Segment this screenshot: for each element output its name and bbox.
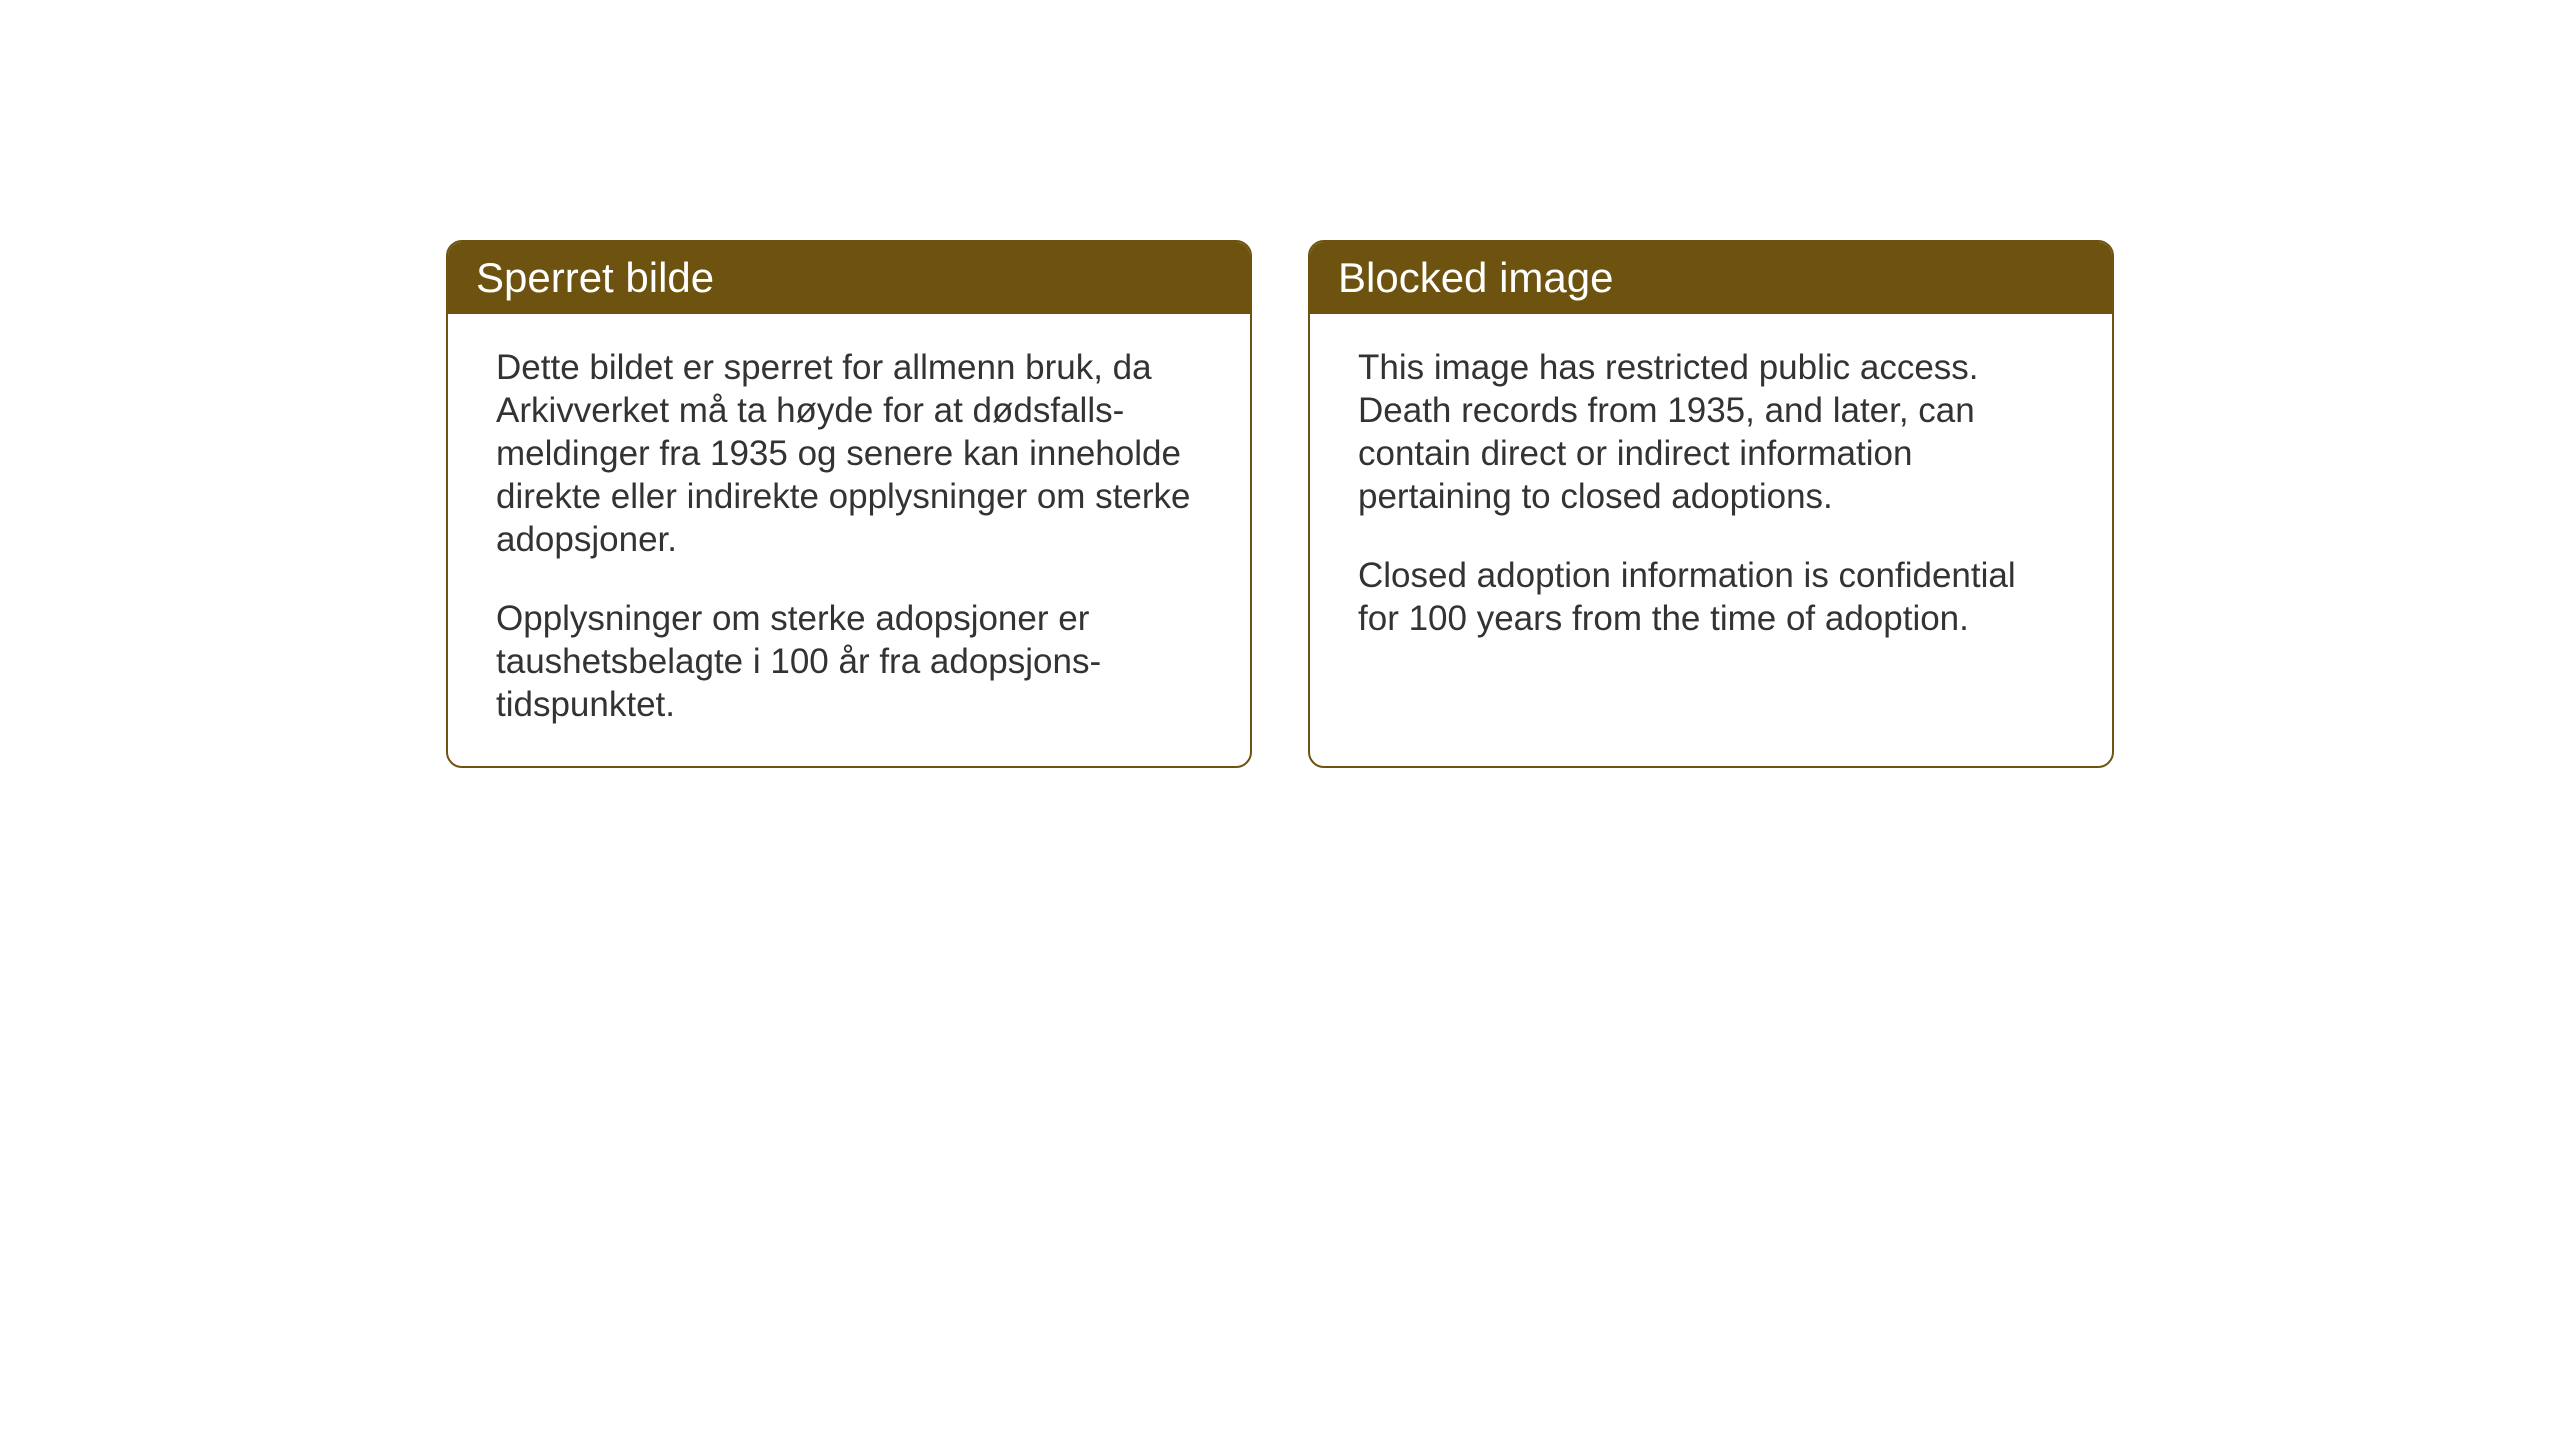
card-english: Blocked image This image has restricted … — [1308, 240, 2114, 768]
card-paragraph-2-norwegian: Opplysninger om sterke adopsjoner er tau… — [496, 597, 1202, 726]
card-norwegian: Sperret bilde Dette bildet er sperret fo… — [446, 240, 1252, 768]
card-body-norwegian: Dette bildet er sperret for allmenn bruk… — [448, 314, 1250, 766]
card-header-english: Blocked image — [1310, 242, 2112, 314]
cards-container: Sperret bilde Dette bildet er sperret fo… — [446, 240, 2114, 768]
card-header-norwegian: Sperret bilde — [448, 242, 1250, 314]
card-body-english: This image has restricted public access.… — [1310, 314, 2112, 680]
card-paragraph-1-norwegian: Dette bildet er sperret for allmenn bruk… — [496, 346, 1202, 561]
card-title-english: Blocked image — [1338, 254, 1613, 301]
card-paragraph-1-english: This image has restricted public access.… — [1358, 346, 2064, 518]
card-title-norwegian: Sperret bilde — [476, 254, 714, 301]
card-paragraph-2-english: Closed adoption information is confident… — [1358, 554, 2064, 640]
